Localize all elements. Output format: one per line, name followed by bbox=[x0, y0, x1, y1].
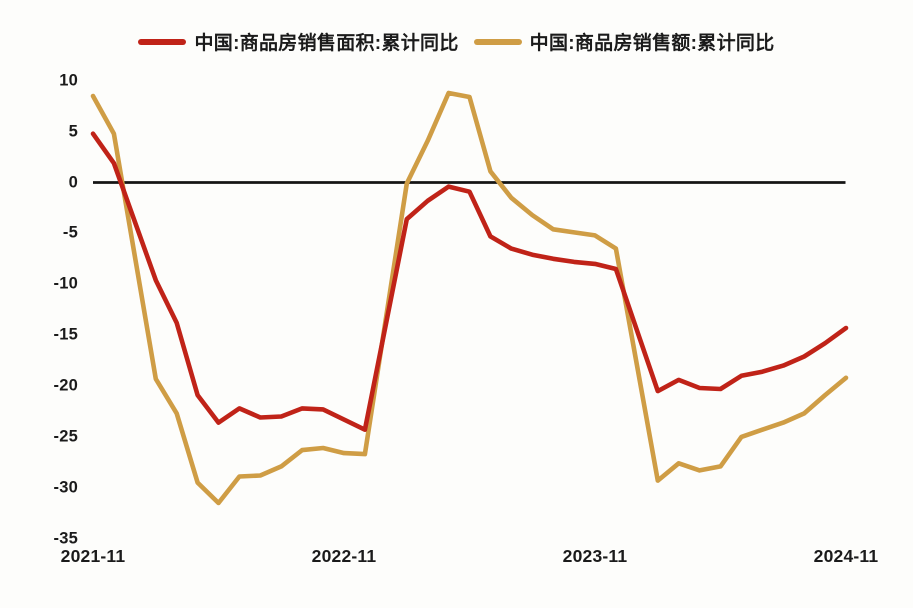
sales-area-line bbox=[90, 131, 849, 433]
legend-item-sales-amount: 中国:商品房销售额:累计同比 bbox=[473, 28, 775, 55]
x-axis-tick-2023-11: 2023-11 bbox=[562, 546, 628, 566]
x-axis-tick-2022-11: 2022-11 bbox=[311, 546, 377, 566]
x-axis-tick-2024-11: 2024-11 bbox=[813, 546, 879, 566]
legend-swatch-sales-amount-line bbox=[473, 38, 522, 45]
sales-amount-line bbox=[90, 90, 849, 506]
y-axis-tick-neg15: -15 bbox=[53, 325, 78, 344]
legend-label-sales-area: 中国:商品房销售面积:累计同比 bbox=[194, 33, 459, 54]
y-axis-tick-neg5: -5 bbox=[62, 223, 78, 242]
y-axis-tick-5: 5 bbox=[68, 122, 78, 141]
chart-legend: 中国:商品房销售面积:累计同比 中国:商品房销售额:累计同比 bbox=[0, 28, 913, 55]
y-axis-tick-neg25: -25 bbox=[53, 427, 78, 446]
x-axis-tick-2021-11: 2021-11 bbox=[60, 546, 126, 566]
y-axis-tick-neg30: -30 bbox=[53, 478, 78, 497]
legend-item-sales-area: 中国:商品房销售面积:累计同比 bbox=[138, 28, 458, 55]
y-axis-tick-neg20: -20 bbox=[53, 376, 78, 395]
y-axis-tick-neg35: -35 bbox=[53, 529, 78, 548]
y-axis-tick-10: 10 bbox=[59, 71, 78, 90]
legend-label-sales-amount: 中国:商品房销售额:累计同比 bbox=[529, 33, 775, 54]
y-axis-tick-neg10: -10 bbox=[53, 274, 78, 293]
y-axis-tick-0: 0 bbox=[68, 173, 78, 191]
legend-swatch-sales-area-line bbox=[138, 38, 187, 45]
